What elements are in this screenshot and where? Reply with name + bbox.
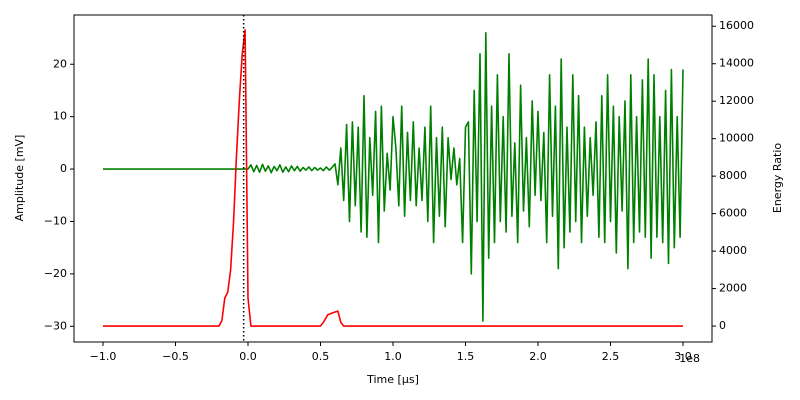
x-tick-label: 3.0 <box>674 350 692 363</box>
x-tick-label: 2.5 <box>602 350 620 363</box>
y2-tick-label: 10000 <box>719 132 754 145</box>
y2-tick-label: 0 <box>719 319 726 332</box>
x-tick-label: −1.0 <box>90 350 117 363</box>
y-tick-label: −20 <box>44 267 67 280</box>
y2-axis-label: Energy Ratio <box>771 143 784 214</box>
x-tick-label: 0.0 <box>239 350 257 363</box>
y-tick-label: 0 <box>60 162 67 175</box>
x-offset-label: 1e8 <box>679 352 700 365</box>
y-tick-label: 10 <box>53 110 67 123</box>
x-tick-label: −0.5 <box>162 350 189 363</box>
x-tick-label: 2.0 <box>529 350 547 363</box>
x-tick-label: 1.0 <box>384 350 402 363</box>
axes-frame <box>73 14 713 343</box>
y-tick-label: −30 <box>44 319 67 332</box>
series-line <box>103 29 683 327</box>
y2-tick-label: 14000 <box>719 57 754 70</box>
y-tick-label: 20 <box>53 57 67 70</box>
series-line <box>103 32 684 322</box>
y2-tick-label: 8000 <box>719 169 747 182</box>
y-tick-label: −10 <box>44 214 67 227</box>
y2-tick-label: 2000 <box>719 282 747 295</box>
y2-tick-label: 12000 <box>719 94 754 107</box>
y2-tick-label: 16000 <box>719 19 754 32</box>
y2-tick-label: 4000 <box>719 244 747 257</box>
x-tick-label: 1.5 <box>457 350 475 363</box>
x-axis-label: Time [µs] <box>366 373 419 386</box>
x-tick-label: 0.5 <box>312 350 330 363</box>
y2-tick-label: 6000 <box>719 207 747 220</box>
y-axis-label: Amplitude [mV] <box>13 135 26 222</box>
